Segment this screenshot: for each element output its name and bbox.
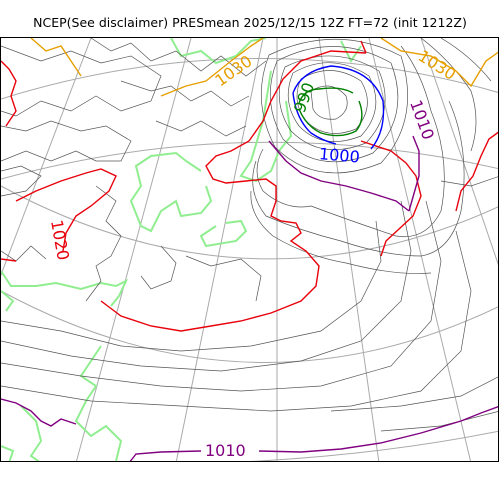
isobar — [185, 255, 262, 302]
isobar — [330, 376, 498, 412]
label-1010-lower: 1010 — [205, 441, 246, 460]
isobar-1020 — [360, 40, 367, 54]
isobar-990 — [318, 87, 354, 94]
parallel-line — [1, 185, 498, 260]
parallel-line — [1, 57, 498, 100]
meridian-line — [175, 38, 264, 461]
isobar-990 — [298, 100, 363, 137]
isobar-1010 — [1, 398, 77, 427]
coastline — [1, 445, 15, 461]
meridian-line — [368, 38, 472, 461]
isobar-1020 — [100, 50, 367, 332]
isobar — [85, 185, 122, 302]
isobar — [440, 38, 492, 82]
isobar — [1, 45, 162, 117]
isobar — [440, 176, 498, 187]
isobar — [90, 38, 267, 77]
coastline — [1, 270, 129, 307]
label-990: 990 — [290, 80, 318, 115]
coastline — [20, 405, 43, 461]
isobar-labels: 1030 1030 990 1010 1000 1020 1010 — [47, 46, 459, 460]
isobar — [260, 38, 408, 174]
isobar-1030 — [160, 38, 264, 97]
isobar — [269, 46, 399, 163]
pressure-map-canvas: 1030 1030 990 1010 1000 1020 1010 — [1, 38, 498, 461]
isobar-1000 — [292, 92, 337, 145]
isobar — [120, 80, 250, 107]
isobar-1010 — [268, 140, 410, 212]
isobar — [1, 120, 132, 162]
isobar — [256, 45, 445, 238]
coastline — [129, 151, 213, 233]
isobar — [250, 190, 432, 274]
label-1010-upper: 1010 — [406, 97, 438, 142]
isobar — [1, 200, 412, 372]
isobar-1020 — [15, 168, 117, 252]
isobar — [1, 200, 442, 392]
graticule — [1, 38, 498, 461]
isobar-1010 — [408, 135, 420, 212]
isobar-1010 — [129, 450, 202, 461]
coastline — [170, 38, 267, 65]
coastlines — [1, 38, 362, 461]
isobar — [155, 120, 247, 137]
meridian-line — [76, 38, 192, 461]
isobar — [420, 38, 477, 152]
meridian-line — [1, 38, 92, 277]
isobar — [380, 411, 498, 432]
meridian-line — [420, 38, 498, 266]
parallel-line — [250, 430, 498, 461]
label-1000: 1000 — [318, 144, 360, 166]
coastline — [74, 345, 123, 461]
isobar — [287, 62, 377, 142]
label-1020-left: 1020 — [47, 218, 73, 261]
isobar — [1, 230, 472, 412]
isobar-1010 — [258, 405, 498, 453]
parallel-line — [1, 141, 498, 180]
isobar — [140, 245, 177, 290]
map-title: NCEP(See disclaimer) PRESmean 2025/12/15… — [33, 15, 467, 30]
isobar — [1, 165, 42, 197]
isobar-1030 — [30, 38, 82, 77]
coastline — [239, 70, 293, 183]
isobars-major — [1, 38, 498, 461]
pressure-map: 1030 1030 990 1010 1000 1020 1010 — [0, 37, 499, 462]
isobar-1020 — [1, 60, 17, 127]
coastline — [199, 219, 248, 248]
coastline — [340, 40, 362, 63]
isobar — [252, 100, 465, 257]
isobar-990 — [298, 88, 320, 104]
isobar-1020 — [360, 140, 422, 257]
isobar-1030 — [380, 38, 498, 88]
isobar-1020 — [455, 131, 498, 212]
isobar — [1, 220, 382, 352]
isobar-1000 — [292, 65, 385, 150]
isobar — [310, 85, 348, 120]
coastline — [1, 290, 15, 312]
meridian-line — [318, 38, 380, 461]
isobar — [1, 245, 47, 262]
isobars-minor — [1, 38, 498, 432]
isobar-1020 — [1, 258, 17, 262]
parallel-line — [1, 290, 498, 363]
